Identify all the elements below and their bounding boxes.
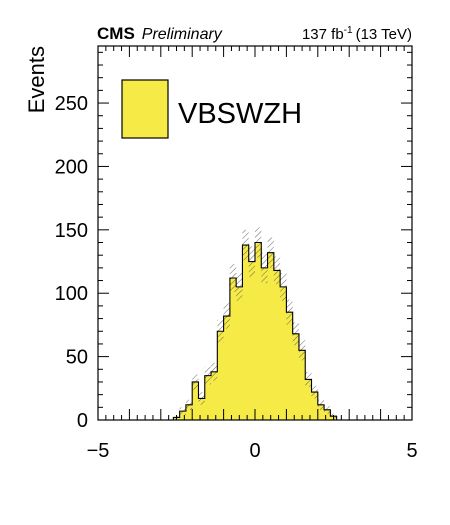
histogram-bar [179, 411, 187, 420]
histogram-bar [229, 278, 237, 420]
histogram-bar [255, 242, 262, 420]
histogram-bar [305, 379, 312, 420]
status-label: Preliminary [142, 26, 223, 43]
y-axis-label: Events [24, 46, 49, 113]
histogram-layer [173, 242, 338, 420]
luminosity-value: 137 fb [302, 26, 344, 43]
histogram-bar [236, 286, 243, 420]
histogram-bar [273, 270, 281, 420]
histogram-bar [185, 404, 193, 420]
histogram-bar [198, 398, 206, 420]
x-tick-label: −5 [87, 440, 110, 462]
histogram-bar [204, 375, 212, 420]
y-tick-label: 250 [55, 93, 88, 115]
y-tick-label: 150 [55, 220, 88, 242]
histogram-bar [298, 350, 306, 420]
histogram-bar [242, 245, 250, 420]
histogram-bar [292, 333, 300, 420]
luminosity-exponent: -1 [344, 25, 353, 36]
histogram-outline [98, 241, 412, 421]
x-tick-label: 0 [249, 440, 260, 462]
experiment-label: CMS [97, 24, 135, 43]
y-tick-label: 0 [77, 410, 88, 432]
histogram-bar [223, 316, 231, 420]
histogram-bar [286, 312, 294, 420]
histogram-bar [261, 267, 268, 420]
histogram-bar [248, 261, 256, 420]
histogram-bar [317, 404, 325, 420]
histogram-bar [311, 392, 319, 420]
legend-label: VBSWZH [178, 98, 302, 130]
y-tick-label: 100 [55, 283, 88, 305]
histogram-bar [217, 331, 224, 420]
histogram-bar [192, 381, 199, 420]
y-tick-label: 200 [55, 156, 88, 178]
energy-label: (13 TeV) [356, 26, 412, 43]
histogram-bar [267, 252, 275, 420]
x-tick-label: 5 [406, 440, 417, 462]
y-tick-label: 50 [66, 347, 88, 369]
legend-swatch [121, 79, 169, 139]
histogram-bar [280, 286, 287, 420]
histogram-bar [324, 409, 331, 420]
histogram-bar [211, 371, 218, 420]
luminosity-label: 137 fb-1 (13 TeV) [302, 25, 412, 43]
